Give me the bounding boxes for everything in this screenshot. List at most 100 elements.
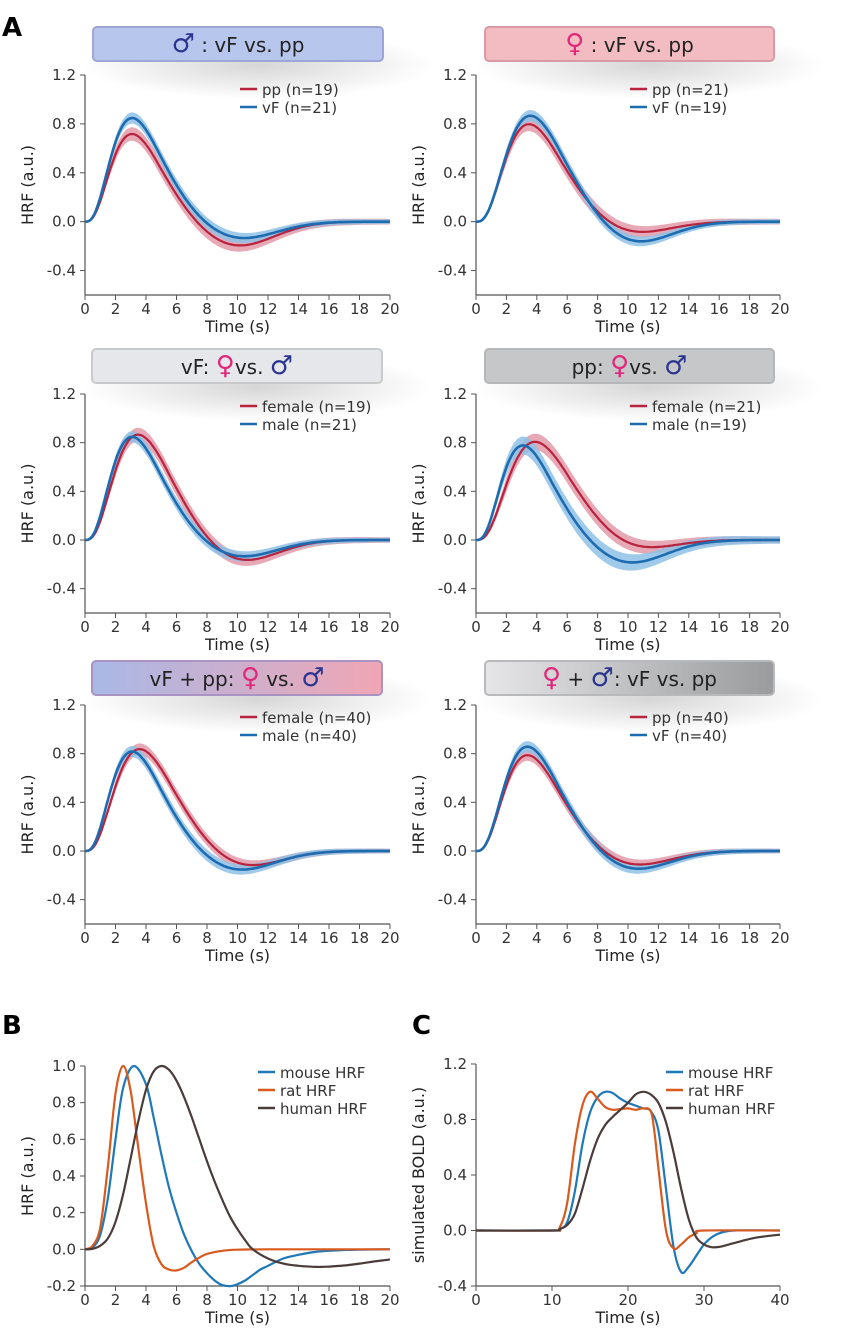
x-tick-label: 10 xyxy=(618,300,637,318)
x-tick-label: 16 xyxy=(319,618,338,636)
title-text: : vF vs. pp xyxy=(614,667,717,691)
chart-title: pp: ♀vs. ♂ xyxy=(572,351,688,381)
y-tick-label: 0.0 xyxy=(443,531,467,549)
chart-a6: ♀ + ♂: vF vs. pp 0 2 4 6 8 10 12 14 16 18 20 -0.4 0.0… xyxy=(409,660,824,965)
x-tick-label: 14 xyxy=(679,618,698,636)
title-box xyxy=(484,26,775,62)
x-tick-label: 14 xyxy=(289,618,308,636)
y-axis-label: simulated BOLD (a.u.) xyxy=(409,1087,428,1263)
y-tick-label: 1.0 xyxy=(52,1057,76,1075)
x-tick-label: 10 xyxy=(618,618,637,636)
panel-label-c: C xyxy=(412,1011,431,1041)
x-tick-label: 8 xyxy=(593,929,603,947)
x-axis-label: Time (s) xyxy=(594,635,660,654)
series-band-male xyxy=(85,745,390,875)
y-tick-label: 1.2 xyxy=(443,66,467,84)
x-axis-label: Time (s) xyxy=(594,1308,660,1327)
x-tick-label: 2 xyxy=(111,618,121,636)
x-tick-label: 0 xyxy=(471,618,481,636)
y-tick-label: 0.4 xyxy=(443,164,467,182)
x-tick-label: 20 xyxy=(380,929,399,947)
title-mid: vs. xyxy=(260,667,301,691)
y-tick-label: 0.8 xyxy=(443,1111,467,1129)
y-axis-label: HRF (a.u.) xyxy=(409,463,428,543)
y-tick-label: 0.4 xyxy=(443,1166,467,1184)
series-line-rat xyxy=(475,1090,781,1251)
x-tick-label: 0 xyxy=(471,300,481,318)
x-tick-label: 12 xyxy=(258,1291,277,1309)
x-tick-label: 8 xyxy=(202,1291,212,1309)
panel-label-b: B xyxy=(2,1011,22,1041)
y-axis-label: HRF (a.u.) xyxy=(18,1136,37,1216)
x-tick-label: 12 xyxy=(258,618,277,636)
x-tick-label: 10 xyxy=(228,618,247,636)
title-box xyxy=(484,660,775,696)
x-tick-label: 10 xyxy=(542,1291,561,1309)
y-tick-label: 0.4 xyxy=(52,1167,76,1185)
y-tick-label: -0.4 xyxy=(47,580,76,598)
x-tick-label: 14 xyxy=(289,300,308,318)
legend-label: male (n=21) xyxy=(262,416,357,434)
x-tick-label: 12 xyxy=(649,618,668,636)
y-axis-label: HRF (a.u.) xyxy=(409,774,428,854)
series-line-mouse xyxy=(475,1090,781,1275)
x-tick-label: 4 xyxy=(141,1291,151,1309)
legend-label: pp (n=40) xyxy=(652,709,729,727)
y-tick-label: -0.4 xyxy=(47,262,76,280)
y-tick-label: 1.2 xyxy=(443,385,467,403)
legend-label: vF (n=21) xyxy=(262,99,337,117)
x-tick-label: 20 xyxy=(770,618,789,636)
series-line-male xyxy=(84,116,390,240)
y-tick-label: 0.8 xyxy=(52,115,76,133)
legend-label: female (n=40) xyxy=(262,709,371,727)
x-axis-label: Time (s) xyxy=(204,317,270,336)
y-tick-label: 1.2 xyxy=(443,696,467,714)
x-axis-label: Time (s) xyxy=(204,946,270,965)
legend-label: mouse HRF xyxy=(280,1064,365,1082)
y-tick-label: -0.4 xyxy=(47,891,76,909)
chart-a2: ♀ : vF vs. pp 0 2 4 6 8 10 12 14 16 18 20 -0.4 0.0 0.4… xyxy=(409,26,824,336)
title-text: pp: xyxy=(572,355,611,379)
y-tick-label: 1.2 xyxy=(52,385,76,403)
chart-a1: ♂ : vF vs. pp 0 2 4 6 8 10 12 14 16 18 20 -0.4 0.0 0.4… xyxy=(18,26,433,336)
title-female-symbol: ♀ xyxy=(216,351,235,381)
y-tick-label: 0.0 xyxy=(443,842,467,860)
x-tick-label: 8 xyxy=(593,300,603,318)
chart-a3: vF: ♀vs. ♂ 0 2 4 6 8 10 12 14 16 18 20 -0.4 0.0 0.4 0.8… xyxy=(18,348,432,654)
x-tick-label: 0 xyxy=(80,618,90,636)
x-tick-label: 6 xyxy=(172,929,182,947)
title-mid: + xyxy=(561,667,590,691)
y-tick-label: 0.4 xyxy=(52,482,76,500)
y-tick-label: 1.2 xyxy=(52,696,76,714)
y-tick-label: 0.4 xyxy=(443,482,467,500)
legend-label: mouse HRF xyxy=(688,1064,773,1082)
x-tick-label: 20 xyxy=(618,1291,637,1309)
x-axis-label: Time (s) xyxy=(594,946,660,965)
x-tick-label: 18 xyxy=(350,1291,369,1309)
x-tick-label: 20 xyxy=(380,618,399,636)
series-line-male xyxy=(85,750,390,871)
y-tick-label: 0.2 xyxy=(52,1204,76,1222)
chart-b: 0 2 4 6 8 10 12 14 16 18 20 -0.2 0.0 0.2 0.4 0.6 0.8 1.0 T… xyxy=(18,1057,400,1327)
y-tick-label: 0.0 xyxy=(52,213,76,231)
x-tick-label: 18 xyxy=(350,300,369,318)
x-axis-label: Time (s) xyxy=(204,1308,270,1327)
legend-label: pp (n=19) xyxy=(262,81,339,99)
x-tick-label: 20 xyxy=(770,929,789,947)
title-mid: vs. xyxy=(629,355,664,379)
title-mid: vs. xyxy=(235,355,270,379)
x-tick-label: 20 xyxy=(380,300,399,318)
y-tick-label: 0.8 xyxy=(443,434,467,452)
x-tick-label: 12 xyxy=(649,929,668,947)
title-box xyxy=(484,348,775,384)
x-tick-label: 14 xyxy=(679,300,698,318)
title-male-symbol: ♂ xyxy=(591,663,614,693)
x-tick-label: 18 xyxy=(740,618,759,636)
series-line-female xyxy=(85,747,390,867)
x-tick-label: 2 xyxy=(502,929,512,947)
legend-label: human HRF xyxy=(280,1100,367,1118)
x-tick-label: 8 xyxy=(202,300,212,318)
y-tick-label: -0.2 xyxy=(47,1277,76,1295)
title-female-symbol: ♀ xyxy=(610,351,629,381)
x-tick-label: 14 xyxy=(679,929,698,947)
